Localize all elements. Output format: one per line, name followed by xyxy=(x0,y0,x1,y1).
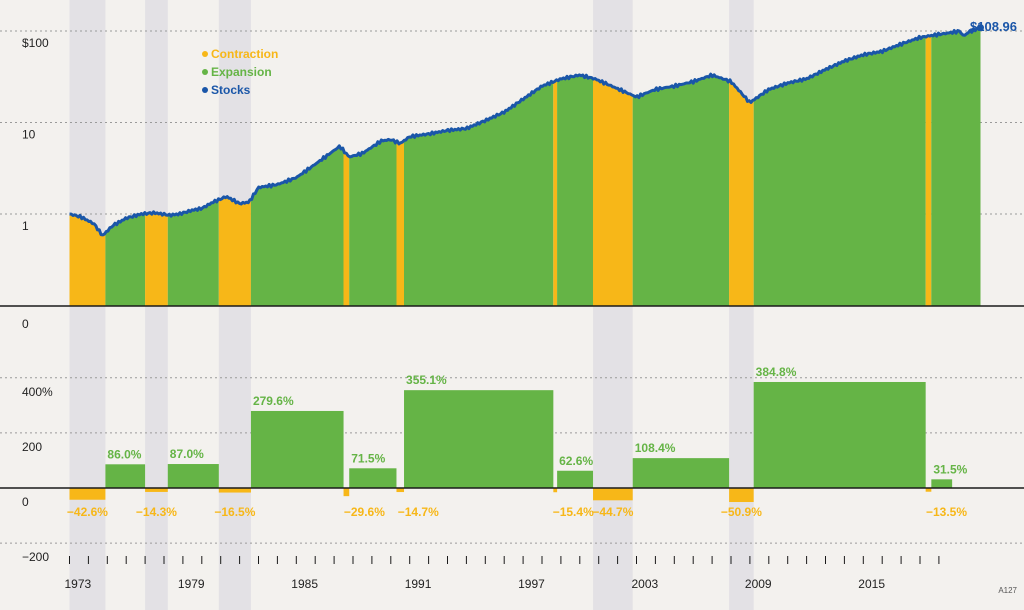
bar-tick--200: −200 xyxy=(22,550,49,564)
area-contraction-12 xyxy=(593,78,633,307)
cycle-area-fills xyxy=(69,27,981,307)
stocks-line xyxy=(69,26,981,237)
area-contraction-0 xyxy=(69,214,106,306)
log-tick-100: $100 xyxy=(22,36,49,50)
area-contraction-10 xyxy=(553,79,558,306)
legend: Contraction Expansion Stocks xyxy=(202,47,278,97)
area-expansion-9 xyxy=(404,81,554,306)
year-label-1991: 1991 xyxy=(405,577,432,591)
bar-label-11: 62.6% xyxy=(559,454,593,468)
bar-expansion-5 xyxy=(250,410,344,488)
bar-expansion-9 xyxy=(404,390,554,488)
bar-label-7: 71.5% xyxy=(351,451,385,465)
stocks-line-layer xyxy=(69,24,984,237)
area-contraction-4 xyxy=(218,196,251,306)
bar-expansion-3 xyxy=(167,464,219,488)
bar-contraction-8 xyxy=(396,488,405,493)
year-axis: 1973 1979 1985 1991 1997 2003 2009 2015 xyxy=(65,556,940,591)
legend-dot-expansion xyxy=(202,69,208,75)
bar-contraction-6 xyxy=(343,488,350,497)
area-expansion-15 xyxy=(753,36,926,307)
bar-expansion-17 xyxy=(931,479,953,488)
cycle-return-labels: −42.6% 86.0% −14.3% 87.0% −16.5% 279.6% −29.6%… xyxy=(67,365,968,519)
bar-label-5: 279.6% xyxy=(253,394,294,408)
area-expansion-11 xyxy=(557,74,593,307)
bar-label-3: 87.0% xyxy=(170,447,204,461)
bar-axis-tick-labels: 400% 200 0 −200 xyxy=(22,385,53,564)
log-axis-tick-labels: 1 10 $100 xyxy=(22,36,49,233)
area-expansion-1 xyxy=(105,212,146,306)
legend-label-stocks: Stocks xyxy=(211,83,251,97)
log-tick-1: 1 xyxy=(22,219,29,233)
area-contraction-16 xyxy=(925,35,932,306)
bar-tick-0: 0 xyxy=(22,495,29,509)
bar-label-6: −29.6% xyxy=(344,505,385,519)
bar-expansion-7 xyxy=(349,468,397,488)
area-expansion-3 xyxy=(167,198,219,306)
bar-label-13: 108.4% xyxy=(635,441,676,455)
bar-label-10: −15.4% xyxy=(553,505,594,519)
bar-label-4: −16.5% xyxy=(214,505,255,519)
area-expansion-7 xyxy=(349,139,397,306)
year-label-1985: 1985 xyxy=(291,577,318,591)
bar-label-17: 31.5% xyxy=(933,462,967,476)
bar-contraction-14 xyxy=(729,488,754,503)
area-contraction-8 xyxy=(396,140,404,306)
year-label-2003: 2003 xyxy=(632,577,659,591)
area-expansion-17 xyxy=(931,27,981,306)
end-value-label: $108.96 xyxy=(970,19,1017,34)
bar-expansion-15 xyxy=(753,381,926,488)
area-contraction-2 xyxy=(145,211,168,306)
bar-label-16: −13.5% xyxy=(926,505,967,519)
bar-label-0: −42.6% xyxy=(67,505,108,519)
bar-contraction-12 xyxy=(593,488,633,501)
bar-contraction-16 xyxy=(925,488,932,492)
top-chart-zero-label: 0 xyxy=(22,317,29,331)
year-label-1997: 1997 xyxy=(518,577,545,591)
bar-tick-400: 400% xyxy=(22,385,53,399)
bar-label-1: 86.0% xyxy=(107,447,141,461)
bar-tick-200: 200 xyxy=(22,440,42,454)
legend-dot-stocks xyxy=(202,87,208,93)
area-expansion-13 xyxy=(632,74,730,306)
bar-label-14: −50.9% xyxy=(721,505,762,519)
legend-dot-contraction xyxy=(202,51,208,57)
legend-label-expansion: Expansion xyxy=(211,65,272,79)
bar-expansion-13 xyxy=(632,458,730,488)
area-contraction-6 xyxy=(343,150,350,306)
bar-expansion-11 xyxy=(557,470,594,488)
year-label-1973: 1973 xyxy=(65,577,92,591)
cycle-return-bars xyxy=(69,381,953,503)
bar-label-8: −14.7% xyxy=(398,505,439,519)
year-label-2009: 2009 xyxy=(745,577,772,591)
bar-contraction-0 xyxy=(69,488,106,500)
bar-contraction-10 xyxy=(553,488,558,493)
stocks-end-point xyxy=(976,24,984,32)
bar-expansion-1 xyxy=(105,464,146,488)
legend-label-contraction: Contraction xyxy=(211,47,278,61)
bar-label-12: −44.7% xyxy=(592,505,633,519)
bar-contraction-4 xyxy=(218,488,251,493)
bar-label-15: 384.8% xyxy=(756,365,797,379)
footnote: A127 xyxy=(998,586,1017,595)
log-tick-10: 10 xyxy=(22,128,36,142)
bar-contraction-2 xyxy=(145,488,168,492)
area-contraction-14 xyxy=(729,79,754,306)
year-label-1979: 1979 xyxy=(178,577,205,591)
bar-label-2: −14.3% xyxy=(136,505,177,519)
year-label-2015: 2015 xyxy=(858,577,885,591)
bar-label-9: 355.1% xyxy=(406,373,447,387)
